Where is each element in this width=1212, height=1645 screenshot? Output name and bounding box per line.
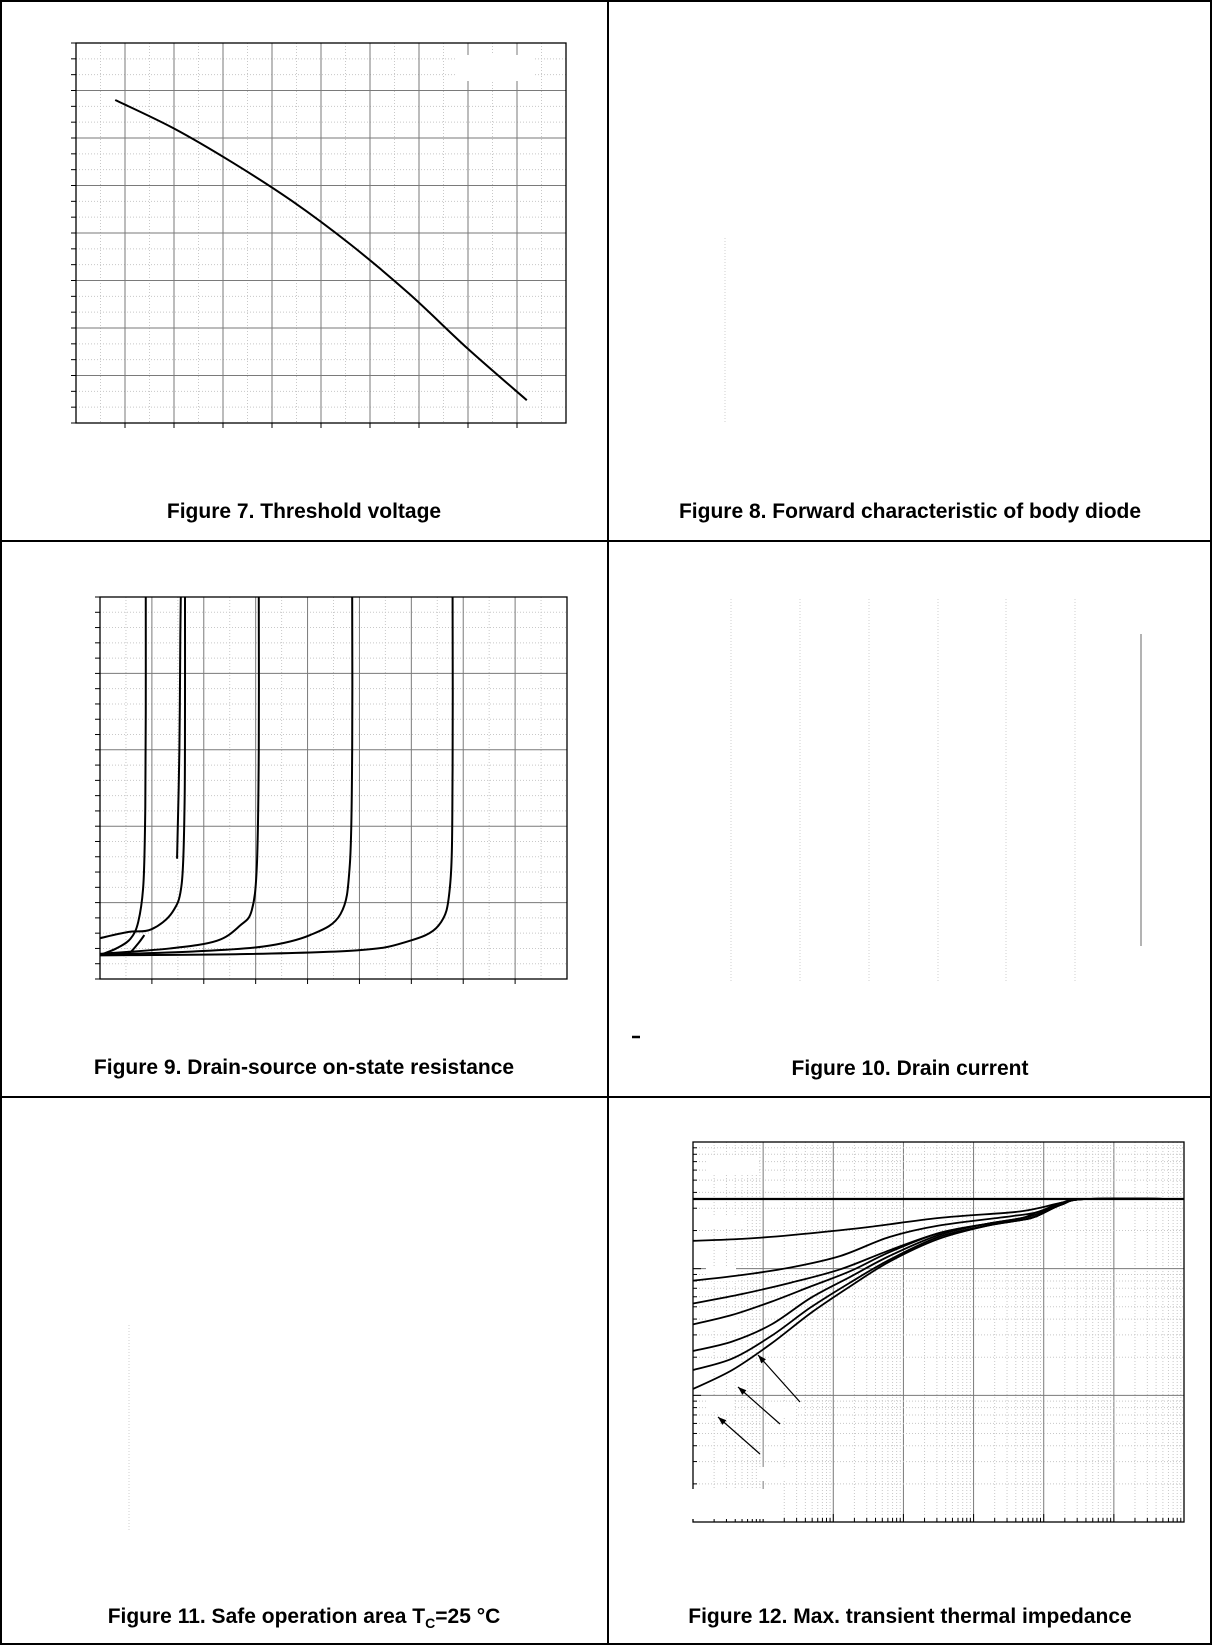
series-line-5 <box>99 596 354 956</box>
label-blank <box>706 1317 736 1331</box>
figure-10-cell: Figure 10. Drain current <box>608 541 1212 1097</box>
label-blank <box>688 1489 773 1519</box>
plot-frame <box>75 42 567 424</box>
series-line-4 <box>99 596 260 955</box>
threshold-voltage-chart <box>71 42 567 428</box>
safe-operation-area-chart <box>128 1325 130 1530</box>
series-line-7 <box>122 934 146 957</box>
leader-arrow-3 <box>717 1416 761 1455</box>
figure-9-caption: Figure 9. Drain-source on-state resistan… <box>93 1056 515 1079</box>
forward-characteristic-chart <box>724 238 726 423</box>
figure-12-caption: Figure 12. Max. transient thermal impeda… <box>688 1605 1132 1628</box>
label-blank <box>706 1155 758 1175</box>
arrow-head-3 <box>718 1417 727 1425</box>
figure-8-caption: Figure 8. Forward characteristic of body… <box>678 500 1142 523</box>
arrow-head-2 <box>738 1387 747 1395</box>
label-blank <box>768 1402 796 1416</box>
caption-text: Figure 11. Safe operation area T <box>107 1605 426 1628</box>
plot-frame <box>99 596 568 980</box>
figure-11-caption: Figure 11. Safe operation area TC=25 °C <box>0 1605 608 1631</box>
label-blank <box>706 1215 746 1229</box>
figure-11-cell: Figure 11. Safe operation area TC=25 °C <box>0 1097 608 1645</box>
leader-arrow-2 <box>737 1386 781 1425</box>
drain-current-chart <box>632 599 1142 1039</box>
label-blank <box>706 1397 734 1411</box>
label-blank <box>706 1359 736 1373</box>
label-blank <box>758 1467 793 1481</box>
series-line-1 <box>99 596 147 956</box>
series-line-1 <box>114 99 528 401</box>
leader-arrow-1 <box>757 1354 801 1403</box>
figure-8-cell: Figure 8. Forward characteristic of body… <box>608 0 1212 541</box>
caption-tail: =25 °C <box>435 1605 501 1628</box>
figure-12-cell: Figure 12. Max. transient thermal impeda… <box>608 1097 1212 1645</box>
on-state-resistance-chart <box>95 596 568 984</box>
series-line-3 <box>176 596 182 859</box>
series-line-2 <box>99 596 187 940</box>
figure-7-caption: Figure 7. Threshold voltage <box>166 500 442 523</box>
arrow-head-1 <box>758 1355 766 1364</box>
series-line-6 <box>99 596 454 957</box>
series-line-8 <box>692 1197 1185 1390</box>
figure-9-cell: Figure 9. Drain-source on-state resistan… <box>0 541 608 1097</box>
legend-blank <box>455 55 535 81</box>
plot-frame <box>692 1141 1185 1523</box>
caption-subscript: C <box>425 1615 436 1632</box>
series-line-7 <box>692 1197 1185 1371</box>
transient-thermal-impedance-chart <box>688 1141 1185 1523</box>
figure-7-cell: Figure 7. Threshold voltage <box>0 0 608 541</box>
figure-10-caption: Figure 10. Drain current <box>791 1057 1029 1080</box>
